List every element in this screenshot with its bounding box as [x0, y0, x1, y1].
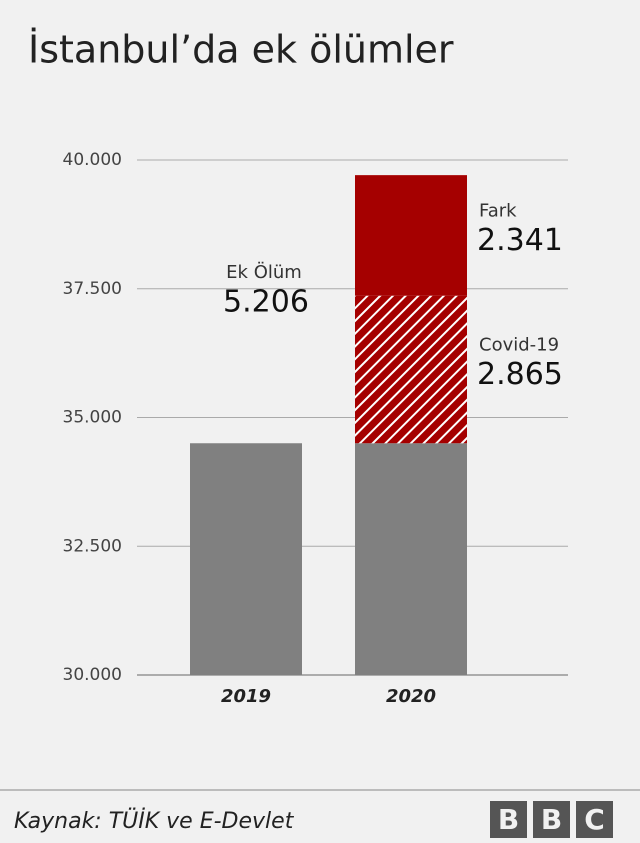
y-tick-label: 37.500: [63, 279, 122, 299]
annotation-label: Ek Ölüm: [226, 261, 302, 283]
logo: B B C: [490, 801, 613, 838]
logo-letter: B: [498, 803, 519, 836]
legend-entry: Fark: [479, 200, 517, 221]
bar-segment: [355, 295, 467, 444]
data-label: 2.865: [477, 357, 563, 392]
data-label: 2.341: [477, 223, 563, 258]
bar-segment: [190, 443, 302, 675]
y-tick-label: 32.500: [63, 536, 122, 556]
logo-letter: C: [584, 803, 605, 836]
y-tick-label: 30.000: [63, 665, 122, 685]
y-tick-label: 35.000: [63, 408, 122, 428]
bar-segment: [355, 443, 467, 675]
annotation-value: 5.206: [223, 285, 309, 320]
chart-title: İstanbul’da ek ölümler: [28, 28, 454, 72]
logo-letter: B: [541, 803, 562, 836]
x-tick-label: 2019: [221, 686, 271, 707]
bar-segment: [355, 175, 467, 296]
source: Kaynak: TÜİK ve E-Devlet: [14, 808, 295, 834]
y-tick-label: 40.000: [63, 150, 122, 170]
legend-entry: Covid-19: [479, 334, 559, 355]
x-tick-label: 2020: [386, 686, 436, 707]
